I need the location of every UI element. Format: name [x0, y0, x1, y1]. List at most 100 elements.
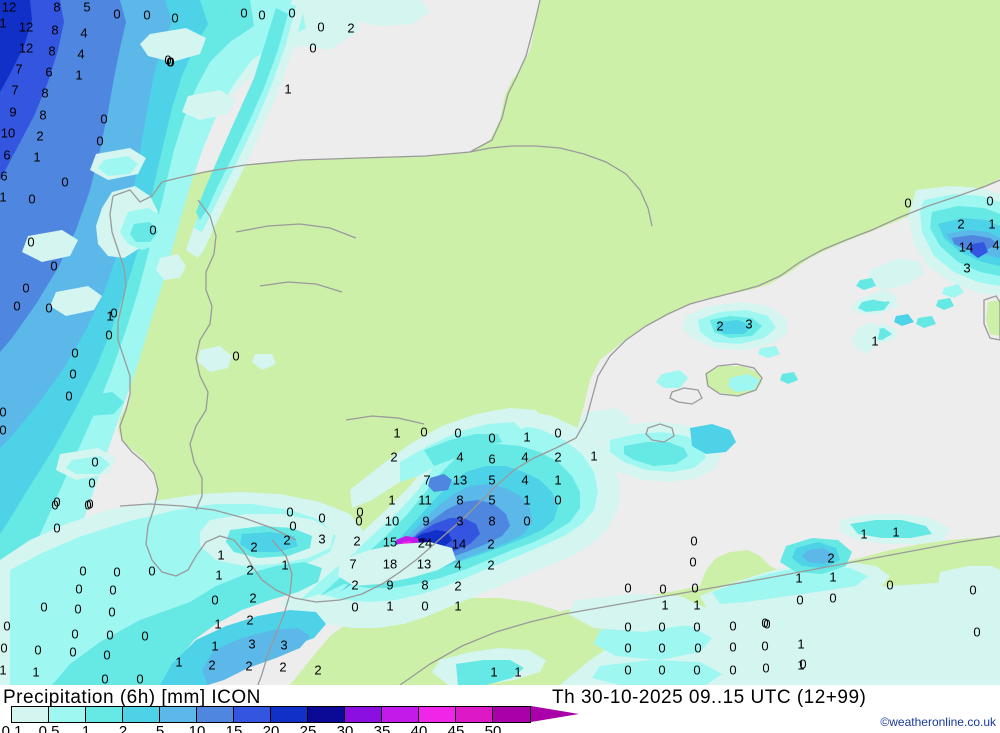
- precip-value: 0: [171, 10, 179, 26]
- precip-value: 1: [217, 547, 225, 563]
- precip-value: 0: [143, 7, 151, 23]
- precip-value: 0: [729, 662, 737, 678]
- precipitation-map[interactable]: 12 8 5 0 0 0 0 0 0 0 2 1 12 8 4 0 12 8 4 7 6 1 1 0 0 7 8 0 9 8 0 10 2 0 6 1…: [0, 0, 1000, 685]
- precip-value: 8: [51, 22, 59, 38]
- precip-value: 0: [13, 298, 21, 314]
- precip-value: 15: [382, 534, 398, 550]
- precip-value: 0: [65, 388, 73, 404]
- precip-value: 1: [281, 557, 289, 573]
- color-swatch-1[interactable]: [49, 707, 86, 722]
- precip-value: 1: [386, 598, 394, 614]
- precip-value: 0: [694, 640, 702, 656]
- color-swatch-5[interactable]: [197, 707, 234, 722]
- precip-value: 1: [892, 524, 900, 540]
- color-swatch-6[interactable]: [234, 707, 271, 722]
- tick-label-35: 35: [373, 723, 391, 733]
- precip-value: 12: [18, 40, 34, 56]
- precip-east-dot1: [856, 278, 876, 290]
- precip-value: 0: [258, 7, 266, 23]
- tick-label-10: 10: [188, 723, 206, 733]
- precip-africa-right-0.1: [938, 566, 1000, 604]
- precip-value: 1: [797, 636, 805, 652]
- precip-value: 1: [284, 81, 292, 97]
- precip-atl-cell1: [140, 28, 206, 62]
- precip-ne-portugal: [156, 254, 186, 280]
- precip-central-streak-1: [424, 434, 502, 466]
- precip-balearic-small1: [758, 346, 780, 358]
- precip-value: 14: [958, 239, 974, 255]
- precip-value: 0: [288, 5, 296, 21]
- precip-value: 0: [113, 6, 121, 22]
- precip-value: 7: [11, 82, 19, 98]
- precip-value: 2: [353, 533, 361, 549]
- precip-east-small-0.1: [872, 290, 894, 302]
- precip-east-dot3: [916, 316, 936, 328]
- tick-label-0.5: 0.5: [38, 723, 60, 733]
- color-swatch-8[interactable]: [308, 707, 345, 722]
- precip-value: 0: [351, 599, 359, 615]
- color-swatch-4[interactable]: [160, 707, 197, 722]
- precip-value: 14: [451, 536, 467, 552]
- precip-value: 6: [45, 64, 53, 80]
- precip-value: 3: [745, 316, 753, 332]
- precip-value: 4: [80, 25, 88, 41]
- precip-med-dot2: [578, 408, 630, 442]
- tick-label-5: 5: [155, 723, 165, 733]
- tick-label-2: 2: [118, 723, 128, 733]
- precip-inner-spain-patch2: [252, 354, 276, 370]
- color-swatch-7[interactable]: [271, 707, 308, 722]
- color-swatch-10[interactable]: [382, 707, 419, 722]
- precip-value: 0: [421, 598, 429, 614]
- precip-ne-small-below2: [936, 298, 954, 310]
- precip-value: 0: [523, 513, 531, 529]
- color-swatch-12[interactable]: [456, 707, 493, 722]
- precip-value: 2: [249, 590, 257, 606]
- color-swatch-2[interactable]: [86, 707, 123, 722]
- precip-value: 0: [689, 554, 697, 570]
- precip-med-dot3: [656, 370, 688, 388]
- precip-value: 1: [988, 216, 996, 232]
- color-scale-bar[interactable]: [11, 706, 531, 723]
- color-swatch-9[interactable]: [345, 707, 382, 722]
- precip-value: 8: [53, 0, 61, 15]
- precip-value: 2: [487, 557, 495, 573]
- color-swatch-0[interactable]: [12, 707, 49, 722]
- precip-value: 0: [40, 599, 48, 615]
- precip-value: 9: [386, 577, 394, 593]
- precipitation-field: [0, 0, 1000, 685]
- precip-value: 0: [22, 280, 30, 296]
- color-swatch-3[interactable]: [123, 707, 160, 722]
- precip-galicia-2: [130, 222, 158, 242]
- precip-value: 0: [110, 305, 118, 321]
- precip-value: 2: [283, 532, 291, 548]
- precip-speckle3: [592, 660, 722, 685]
- precip-value: 0: [691, 580, 699, 596]
- precip-value: 1: [0, 15, 7, 31]
- precip-value: 0: [969, 582, 977, 598]
- precip-value: 7: [423, 472, 431, 488]
- precip-value: 9: [9, 104, 17, 120]
- precip-atl-cell6: [50, 286, 102, 316]
- precip-value: 0: [108, 604, 116, 620]
- precip-value: 0: [658, 619, 666, 635]
- color-swatch-11[interactable]: [419, 707, 456, 722]
- precip-value: 1: [795, 570, 803, 586]
- precip-value: 1: [860, 526, 868, 542]
- precip-value: 0: [0, 640, 8, 656]
- tick-label-30: 30: [336, 723, 354, 733]
- precip-value: 6: [3, 147, 11, 163]
- precip-value: 2: [246, 562, 254, 578]
- precip-value: 1: [75, 67, 83, 83]
- precip-value: 0: [106, 627, 114, 643]
- precip-value: 0: [53, 494, 61, 510]
- precip-value: 8: [421, 577, 429, 593]
- tick-label-0.1: 0.1: [1, 723, 23, 733]
- precip-value: 2: [454, 578, 462, 594]
- precip-value: 4: [456, 449, 464, 465]
- color-swatch-13[interactable]: [493, 707, 530, 722]
- precip-value: 0: [904, 195, 912, 211]
- precip-value: 1: [490, 664, 498, 680]
- precip-value: 6: [0, 168, 8, 184]
- run-timestamp: Th 30-10-2025 09..15 UTC (12+99): [552, 687, 867, 708]
- precip-value: 0: [729, 618, 737, 634]
